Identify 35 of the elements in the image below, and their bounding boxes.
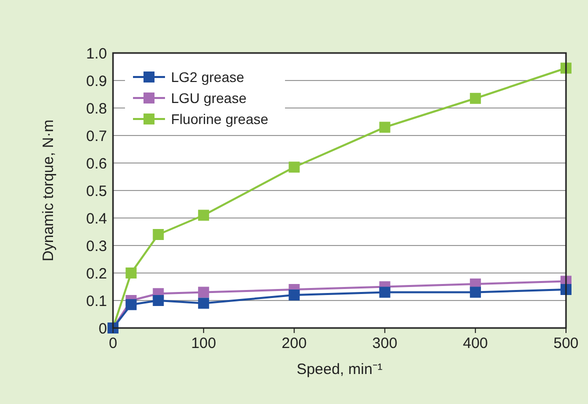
x-tick-label: 400 xyxy=(462,335,488,352)
y-tick-label: 0.1 xyxy=(86,292,107,310)
point xyxy=(379,122,390,133)
point xyxy=(288,162,300,173)
y-tick-label: 0.3 xyxy=(86,238,107,255)
point xyxy=(470,92,481,104)
x-tick-label: 0 xyxy=(108,335,118,352)
point xyxy=(470,286,481,298)
y-tick-label: 0.5 xyxy=(86,182,107,200)
point xyxy=(288,290,300,300)
x-axis-title: Speed, min⁻¹ xyxy=(296,361,382,378)
y-tick-label: 0.7 xyxy=(86,128,107,145)
point xyxy=(126,268,137,278)
legend-label: LG2 grease xyxy=(171,68,244,85)
point xyxy=(198,210,210,221)
point xyxy=(198,286,210,298)
y-tick-label: 0 xyxy=(98,320,107,338)
y-tick-label: 1.0 xyxy=(86,45,107,62)
point xyxy=(198,298,210,309)
point xyxy=(126,299,137,310)
x-tick-label: 300 xyxy=(372,335,398,352)
y-tick-label: 0.9 xyxy=(86,72,107,90)
y-tick-label: 0.6 xyxy=(86,155,107,172)
point xyxy=(152,295,164,306)
point xyxy=(379,286,390,298)
legend-label: Fluorine grease xyxy=(171,110,268,127)
x-tick-label: 500 xyxy=(553,335,579,352)
legend-label: LGU grease xyxy=(171,90,247,106)
y-tick-label: 0.8 xyxy=(86,100,107,118)
y-tick-label: 0.4 xyxy=(86,210,107,228)
point xyxy=(152,229,164,240)
y-axis-title: Dynamic torque, N·m xyxy=(40,120,57,262)
x-tick-label: 100 xyxy=(191,335,216,352)
y-tick-label: 0.2 xyxy=(86,265,107,282)
x-tick-label: 200 xyxy=(282,335,307,352)
